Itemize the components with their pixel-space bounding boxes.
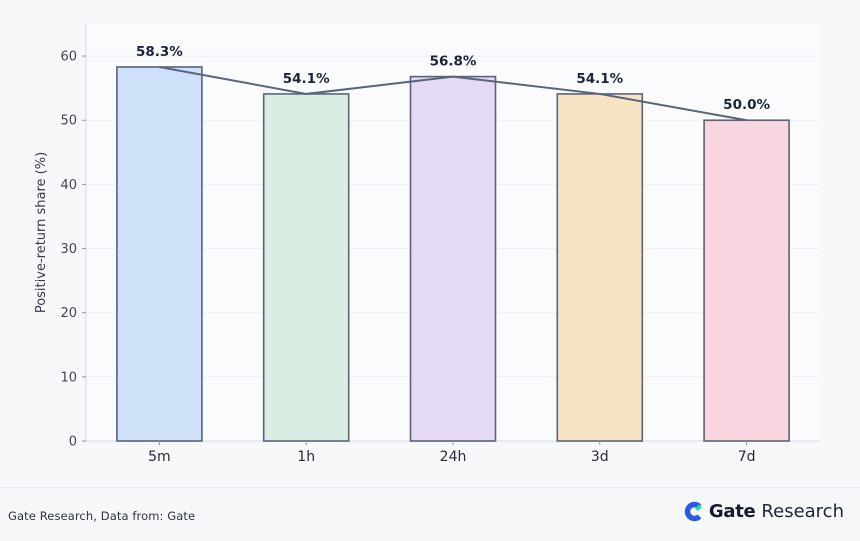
y-tick-label: 10 <box>60 370 77 385</box>
gate-logo-icon <box>684 501 702 521</box>
value-label: 56.8% <box>430 54 477 70</box>
logo-suffix-text: Research <box>761 500 844 522</box>
bar-7d <box>703 119 790 442</box>
bar-1h <box>262 93 350 442</box>
value-label: 54.1% <box>283 71 330 87</box>
value-label: 58.3% <box>136 44 183 60</box>
x-tick-label: 5m <box>148 449 171 465</box>
value-label: 50.0% <box>723 97 770 113</box>
value-label: 54.1% <box>576 71 623 87</box>
y-tick-label: 40 <box>60 178 77 193</box>
x-tick-label: 1h <box>297 449 315 465</box>
footer-divider <box>0 487 860 488</box>
y-tick-label: 0 <box>69 435 77 450</box>
y-tick-label: 30 <box>60 242 77 257</box>
y-tick-label: 20 <box>60 306 77 321</box>
bar-24h <box>409 75 497 442</box>
gate-logo-green-mark <box>694 503 702 511</box>
x-tick-label: 7d <box>738 449 756 465</box>
x-tick-label: 3d <box>591 449 609 465</box>
bar-3d <box>556 93 644 442</box>
source-attribution: Gate Research, Data from: Gate <box>8 509 196 523</box>
logo-brand-text: Gate <box>708 500 756 522</box>
gate-research-logo: Gate Research <box>684 500 844 522</box>
y-tick-label: 60 <box>60 50 77 65</box>
bar-5m <box>116 66 203 442</box>
trend-line <box>159 65 747 122</box>
y-tick-label: 50 <box>60 114 77 129</box>
gate-logo-ring <box>684 501 702 521</box>
y-axis-title: Positive-return share (%) <box>34 152 49 313</box>
bar-chart: 0 10 20 30 40 50 60 58.3% 5m 54.1% 1h 56.8% 24h 54.1%… <box>34 24 820 465</box>
x-tick-label: 24h <box>440 449 467 465</box>
